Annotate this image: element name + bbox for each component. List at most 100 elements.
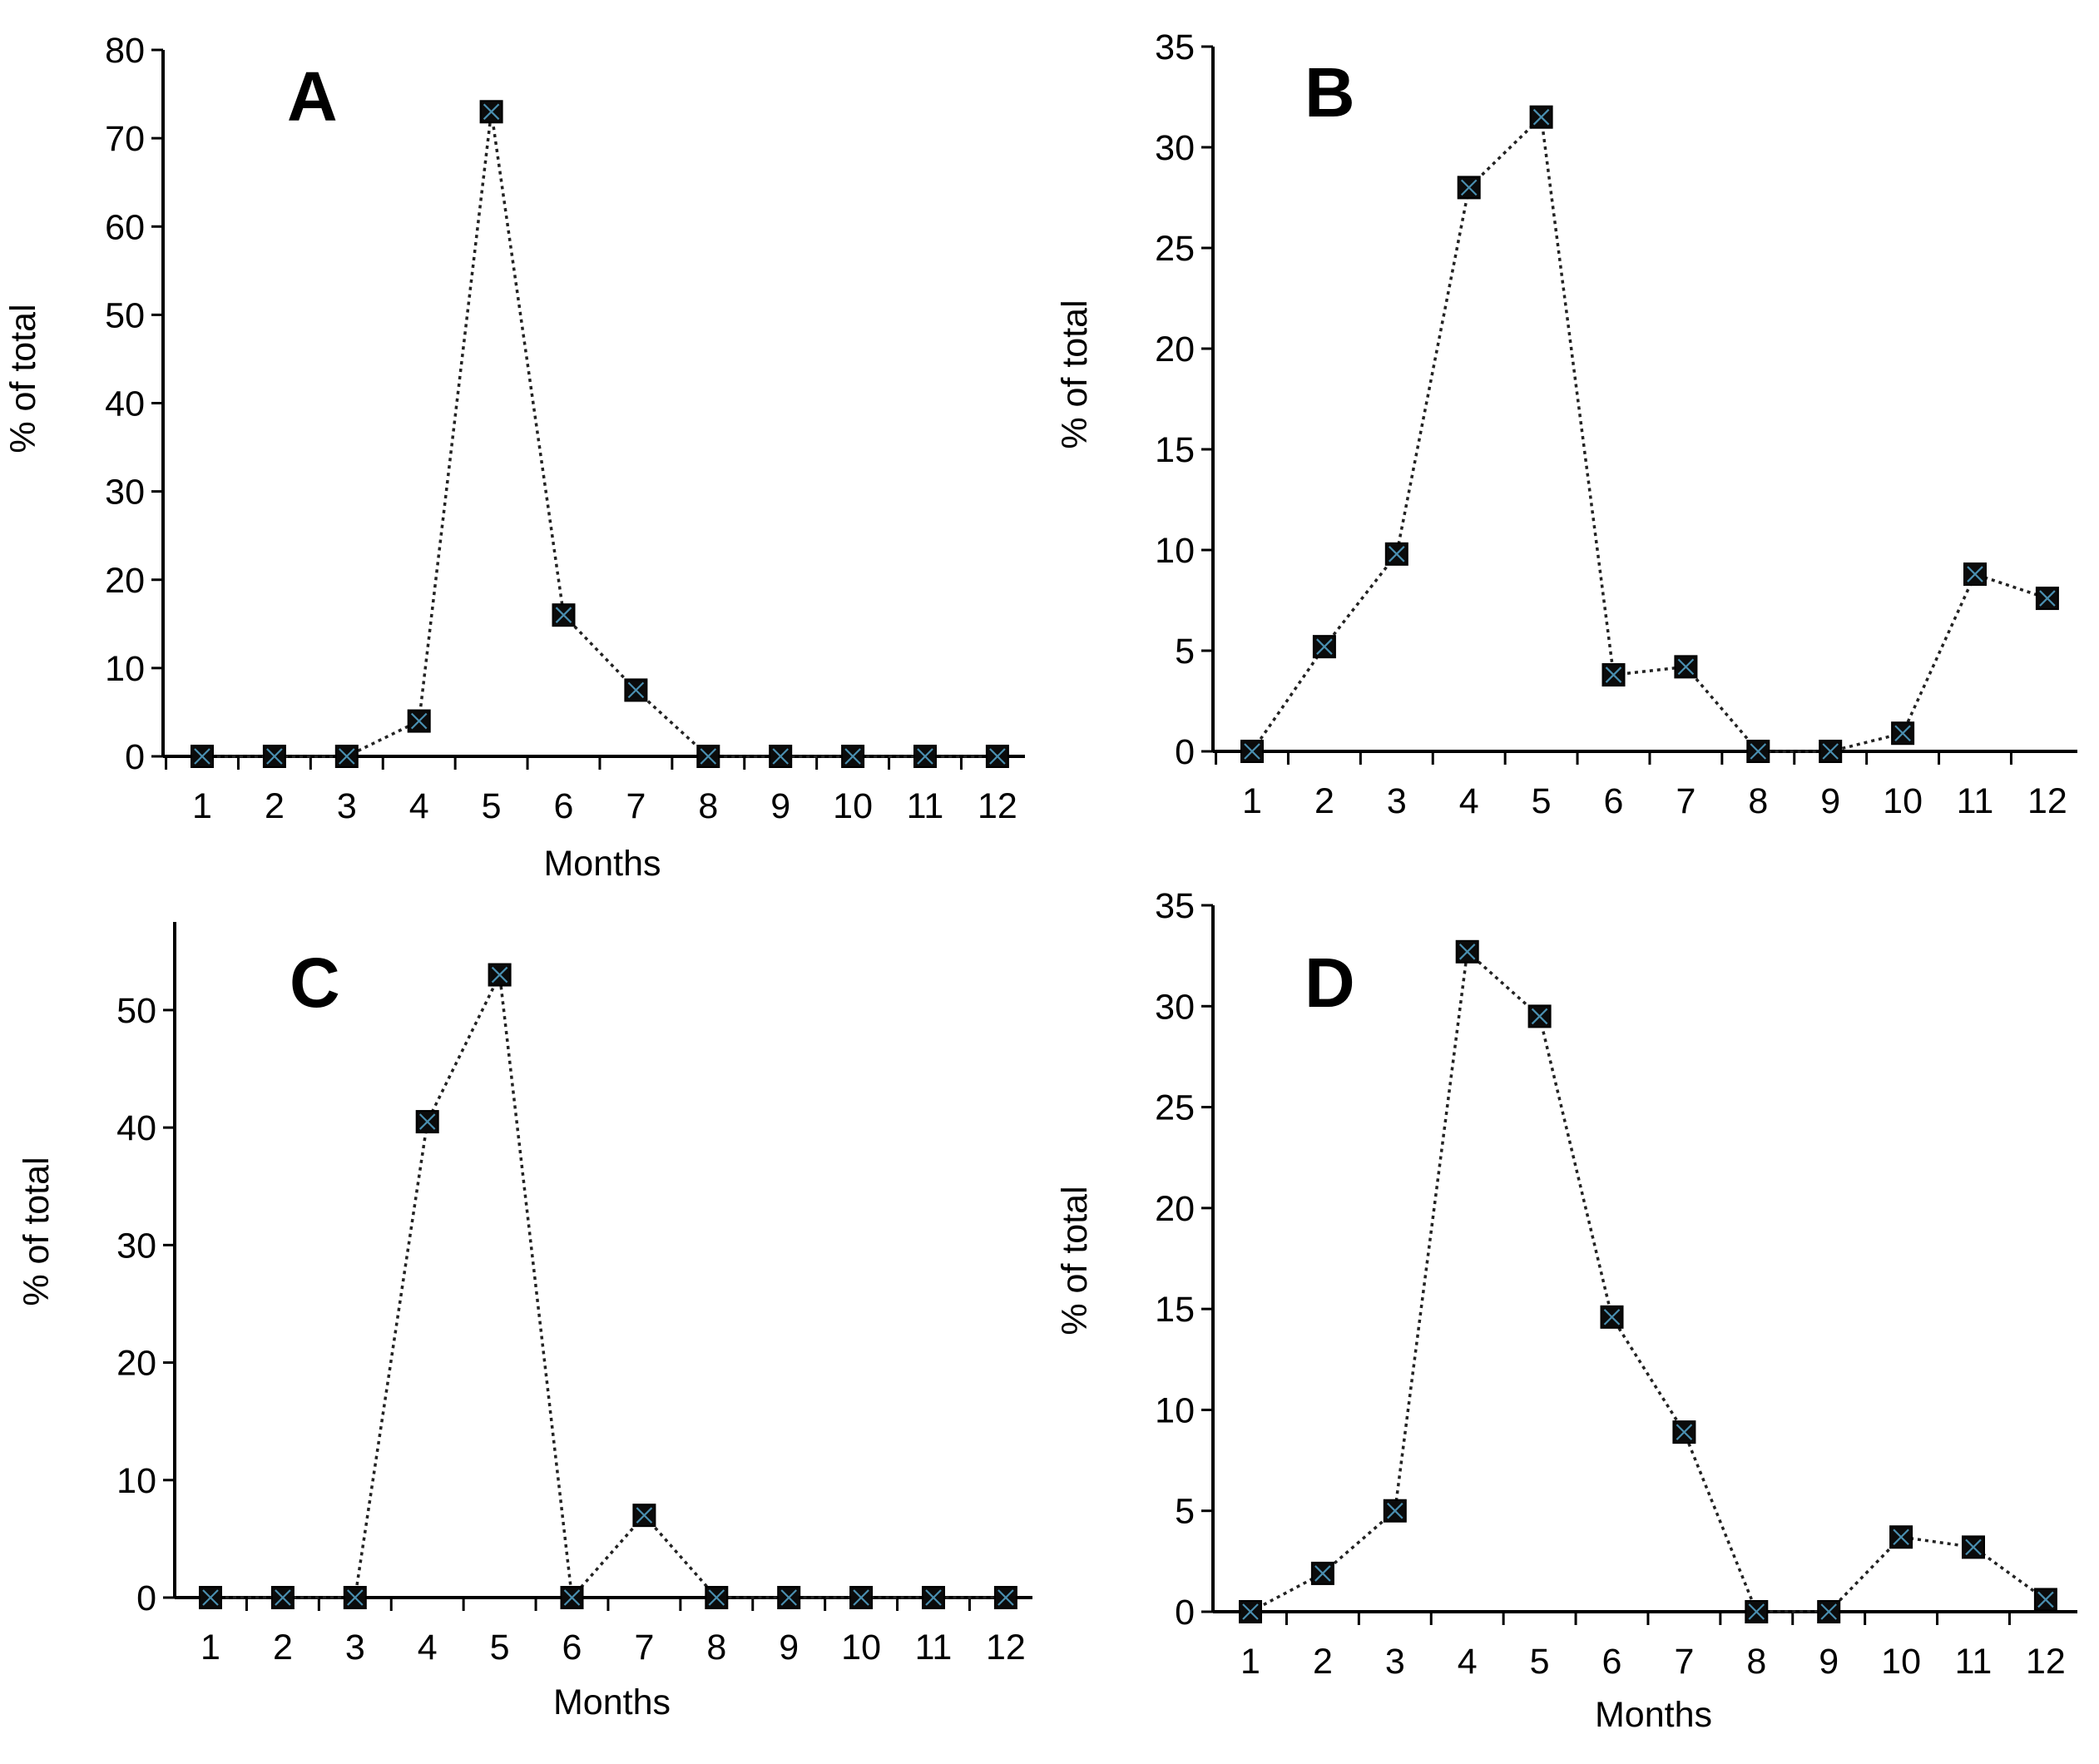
data-point bbox=[1674, 655, 1698, 679]
x-tick-label: 6 bbox=[562, 1628, 582, 1667]
x-tick-label: 4 bbox=[409, 786, 429, 826]
x-tick-label: 2 bbox=[265, 786, 285, 826]
data-point bbox=[1600, 1305, 1624, 1329]
data-point-cross bbox=[1820, 1603, 1837, 1620]
y-tick-label: 20 bbox=[1155, 330, 1195, 369]
y-axis-title: % of total bbox=[1055, 300, 1095, 448]
data-point-cross bbox=[1822, 743, 1839, 760]
y-tick-label: 60 bbox=[105, 207, 145, 247]
data-point bbox=[1819, 740, 1843, 763]
y-tick-label: 50 bbox=[105, 295, 145, 335]
data-point-cross bbox=[917, 748, 933, 765]
data-point bbox=[343, 1586, 367, 1609]
y-axis-title: % of total bbox=[17, 1157, 57, 1306]
x-tick-label: 1 bbox=[200, 1628, 220, 1667]
y-tick-label: 10 bbox=[1155, 1390, 1195, 1430]
data-point bbox=[1601, 663, 1626, 687]
data-point-cross bbox=[1458, 944, 1476, 960]
data-point bbox=[488, 963, 512, 987]
x-tick-label: 10 bbox=[841, 1628, 881, 1667]
data-point-cross bbox=[275, 1589, 291, 1606]
data-point bbox=[1240, 740, 1264, 763]
data-point-cross bbox=[1532, 108, 1550, 126]
x-tick-label: 5 bbox=[490, 1628, 510, 1667]
x-tick-label: 12 bbox=[978, 786, 1017, 826]
series-line bbox=[202, 111, 998, 758]
x-tick-label: 7 bbox=[1674, 1642, 1694, 1682]
data-point bbox=[1383, 1499, 1407, 1523]
x-tick-label: 6 bbox=[1604, 781, 1624, 821]
y-tick-label: 25 bbox=[1155, 229, 1195, 269]
data-point bbox=[624, 678, 648, 702]
data-point-cross bbox=[1531, 1008, 1548, 1025]
data-point bbox=[705, 1586, 729, 1609]
data-point-cross bbox=[1387, 1502, 1403, 1519]
series-line bbox=[1250, 114, 2048, 753]
data-point-cross bbox=[853, 1589, 869, 1606]
x-tick-label: 2 bbox=[273, 1628, 293, 1667]
x-tick-label: 5 bbox=[1532, 781, 1552, 821]
y-tick-label: 5 bbox=[1175, 632, 1195, 671]
data-point bbox=[262, 745, 286, 768]
data-point bbox=[2035, 587, 2059, 611]
y-tick-label: 35 bbox=[1155, 886, 1195, 926]
y-tick-label: 5 bbox=[1175, 1492, 1195, 1532]
data-point-cross bbox=[410, 712, 428, 730]
data-point bbox=[849, 1586, 874, 1609]
data-point bbox=[2033, 1588, 2057, 1612]
x-tick-label: 3 bbox=[337, 786, 357, 826]
data-point-cross bbox=[989, 748, 1006, 765]
x-axis-title: Months bbox=[543, 844, 661, 884]
data-point-cross bbox=[1750, 743, 1767, 760]
x-tick-label: 10 bbox=[1881, 1642, 1921, 1682]
data-point-cross bbox=[347, 1589, 364, 1606]
y-tick-label: 0 bbox=[1175, 732, 1195, 772]
data-point-cross bbox=[1965, 1539, 1982, 1556]
data-point-cross bbox=[483, 103, 500, 121]
data-point bbox=[270, 1586, 295, 1609]
data-point-cross bbox=[780, 1589, 797, 1606]
y-tick-label: 15 bbox=[1155, 1290, 1195, 1330]
data-point-cross bbox=[202, 1589, 219, 1606]
data-point-cross bbox=[2037, 1591, 2054, 1608]
y-tick-label: 15 bbox=[1155, 430, 1195, 470]
x-axis-title: Months bbox=[1595, 1695, 1712, 1735]
data-point bbox=[777, 1586, 801, 1609]
y-tick-label: 30 bbox=[105, 473, 145, 513]
data-point bbox=[1746, 740, 1770, 763]
x-tick-label: 9 bbox=[1820, 781, 1840, 821]
data-point bbox=[696, 745, 720, 768]
data-point-cross bbox=[1603, 1309, 1621, 1325]
y-tick-label: 0 bbox=[125, 737, 145, 777]
data-point-cross bbox=[418, 1113, 436, 1130]
x-tick-label: 6 bbox=[554, 786, 574, 826]
x-tick-label: 2 bbox=[1313, 1642, 1333, 1682]
data-point-cross bbox=[1676, 1424, 1693, 1440]
data-point-cross bbox=[636, 1507, 653, 1524]
data-point-cross bbox=[1389, 546, 1405, 562]
data-point bbox=[985, 745, 1009, 768]
data-point-cross bbox=[998, 1589, 1014, 1606]
data-point-cross bbox=[1893, 1529, 1909, 1546]
data-point bbox=[1817, 1600, 1841, 1623]
data-point bbox=[1672, 1420, 1696, 1444]
y-tick-label: 25 bbox=[1155, 1088, 1195, 1128]
y-tick-label: 0 bbox=[1175, 1593, 1195, 1633]
data-point-cross bbox=[555, 607, 572, 623]
x-tick-label: 12 bbox=[986, 1628, 1026, 1667]
x-tick-label: 11 bbox=[1955, 1642, 1993, 1682]
data-point bbox=[199, 1586, 222, 1609]
y-tick-label: 30 bbox=[116, 1226, 156, 1266]
data-point-cross bbox=[1748, 1603, 1765, 1620]
data-point bbox=[913, 745, 937, 768]
data-point-cross bbox=[1244, 743, 1260, 760]
data-point bbox=[632, 1504, 656, 1528]
x-tick-label: 3 bbox=[345, 1628, 365, 1667]
x-tick-label: 3 bbox=[1385, 1642, 1405, 1682]
data-point-cross bbox=[844, 748, 861, 765]
y-tick-label: 30 bbox=[1155, 987, 1195, 1027]
x-tick-label: 6 bbox=[1602, 1642, 1622, 1682]
